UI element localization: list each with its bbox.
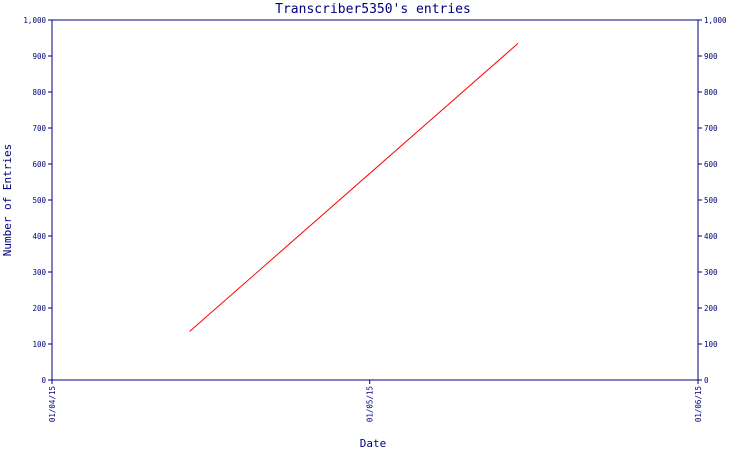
right-y-tick-label: 200 bbox=[704, 304, 718, 313]
left-y-tick-label: 200 bbox=[32, 304, 46, 313]
right-y-tick-label: 700 bbox=[704, 124, 718, 133]
chart-title: Transcriber5350's entries bbox=[275, 2, 471, 17]
x-axis-label: Date bbox=[360, 437, 387, 450]
left-y-tick-label: 500 bbox=[32, 196, 46, 205]
right-y-tick-label: 400 bbox=[704, 232, 718, 241]
plot-area bbox=[51, 19, 699, 381]
left-y-tick-label: 900 bbox=[32, 52, 46, 61]
x-tick-label: 01/04/15 bbox=[48, 386, 57, 422]
left-y-tick-label: 100 bbox=[32, 340, 46, 349]
right-y-tick-label: 1,000 bbox=[704, 16, 727, 25]
x-tick-label: 01/06/15 bbox=[694, 386, 703, 422]
left-y-tick-label: 800 bbox=[32, 88, 46, 97]
x-axis: 01/04/15 01/05/15 01/06/15 bbox=[48, 380, 703, 422]
left-y-tick-label: 300 bbox=[32, 268, 46, 277]
series-line bbox=[189, 43, 519, 332]
left-y-tick-label: 600 bbox=[32, 160, 46, 169]
series-layer bbox=[189, 43, 519, 332]
left-y-axis: 0 100 200 300 400 500 600 700 800 900 1,000 bbox=[23, 16, 52, 385]
right-y-tick-label: 100 bbox=[704, 340, 718, 349]
right-y-tick-label: 900 bbox=[704, 52, 718, 61]
right-y-tick-label: 800 bbox=[704, 88, 718, 97]
x-tick-label: 01/05/15 bbox=[366, 386, 375, 422]
y-axis-label: Number of Entries bbox=[1, 144, 14, 257]
right-y-tick-label: 600 bbox=[704, 160, 718, 169]
right-y-tick-label: 300 bbox=[704, 268, 718, 277]
right-y-axis: 0 100 200 300 400 500 600 700 800 900 1,000 bbox=[698, 16, 727, 385]
right-y-tick-label: 0 bbox=[704, 376, 709, 385]
left-y-tick-label: 0 bbox=[41, 376, 46, 385]
left-y-tick-label: 400 bbox=[32, 232, 46, 241]
right-y-tick-label: 500 bbox=[704, 196, 718, 205]
left-y-tick-label: 1,000 bbox=[23, 16, 46, 25]
left-y-tick-label: 700 bbox=[32, 124, 46, 133]
